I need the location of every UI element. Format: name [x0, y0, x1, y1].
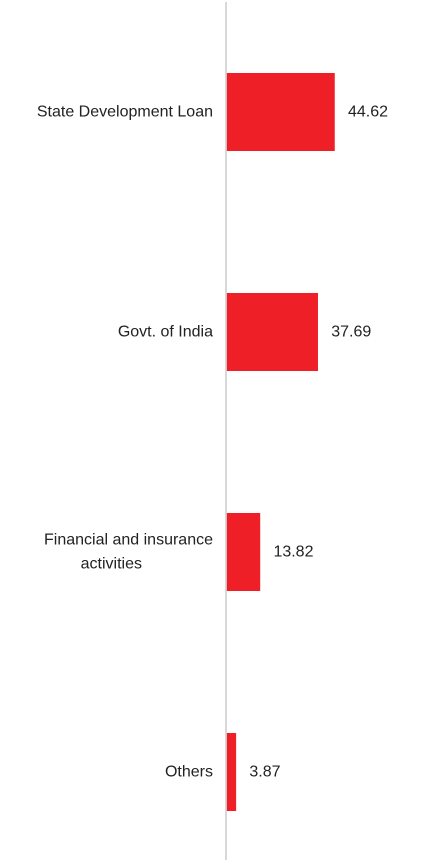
category-labels-group: State Development Loan Govt. of India Fina… [37, 104, 213, 781]
value-label-0: 44.62 [348, 104, 388, 121]
category-label-2-line-1: activities [81, 556, 142, 573]
value-label-1: 37.69 [331, 324, 371, 341]
category-label-3: Others [165, 764, 213, 781]
bar-0 [226, 73, 335, 151]
bars-group [226, 73, 335, 811]
value-label-2: 13.82 [273, 544, 313, 561]
bar-1 [226, 293, 318, 371]
bar-2 [226, 513, 261, 591]
value-labels-group: 44.62 37.69 13.82 3.87 [249, 104, 388, 781]
value-label-3: 3.87 [249, 764, 280, 781]
category-label-2-line-0: Financial and insurance [44, 532, 213, 549]
category-label-1: Govt. of India [118, 324, 213, 341]
category-label-0: State Development Loan [37, 104, 213, 121]
bar-3 [226, 733, 237, 811]
